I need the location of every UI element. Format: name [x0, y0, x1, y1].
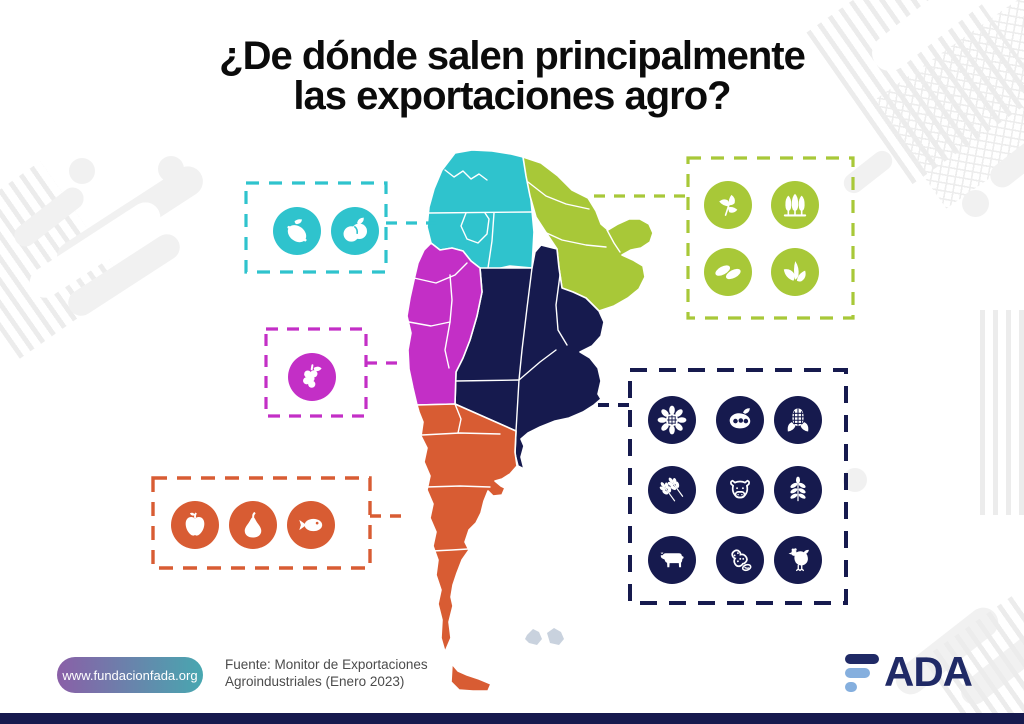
map-province-border — [444, 274, 453, 369]
legend-box-cuyo — [264, 327, 368, 418]
map-province-border — [487, 212, 495, 269]
map-falkland-islands — [525, 629, 542, 645]
source-text: Fuente: Monitor de Exportaciones Agroind… — [225, 657, 428, 691]
decor-circle — [962, 190, 989, 217]
fada-logo: ADA — [845, 648, 973, 695]
legend-box-northeast — [686, 156, 855, 320]
fada-logo-f-glyph — [845, 649, 883, 695]
source-line-2: Agroindustriales (Enero 2023) — [225, 673, 405, 689]
map-province-border — [428, 211, 532, 214]
map-tierra-del-fuego — [450, 663, 492, 692]
map-province-border — [555, 274, 568, 346]
map-province-border — [518, 349, 557, 381]
map-province-border — [431, 548, 469, 552]
title-line-2: las exportaciones agro? — [293, 74, 731, 118]
source-line-1: Fuente: Monitor de Exportaciones — [225, 657, 428, 672]
map-province-border — [527, 181, 590, 210]
map-province-border — [518, 267, 533, 381]
map-province-border — [455, 379, 520, 382]
map-province-border — [413, 262, 468, 284]
decor-stripes — [980, 310, 1024, 515]
map-province-border — [421, 432, 501, 436]
map-province-border — [425, 485, 491, 488]
website-link-label: www.fundacionfada.org — [62, 667, 198, 683]
legend-box-northwest-citrus — [244, 181, 388, 274]
map-province-border — [408, 321, 451, 327]
map-province-border — [454, 403, 462, 434]
legend-box-pampeana — [628, 368, 848, 605]
bottom-accent-bar — [0, 713, 1024, 724]
map-province-border — [460, 212, 490, 244]
map-province-border — [606, 229, 621, 253]
map-province-border — [444, 169, 488, 181]
title-line-1: ¿De dónde salen principalmente — [219, 34, 806, 78]
website-link[interactable]: www.fundacionfada.org — [57, 657, 203, 693]
map-falkland-islands — [547, 628, 564, 645]
map-province-border — [539, 229, 607, 248]
decor-circle — [69, 158, 95, 184]
fada-logo-letters: ADA — [884, 648, 973, 695]
map-region-patagonia — [416, 403, 518, 653]
map-province-border — [515, 379, 520, 432]
legend-box-patagonia — [151, 476, 372, 570]
page-title: ¿De dónde salen principalmente las expor… — [0, 36, 1024, 116]
